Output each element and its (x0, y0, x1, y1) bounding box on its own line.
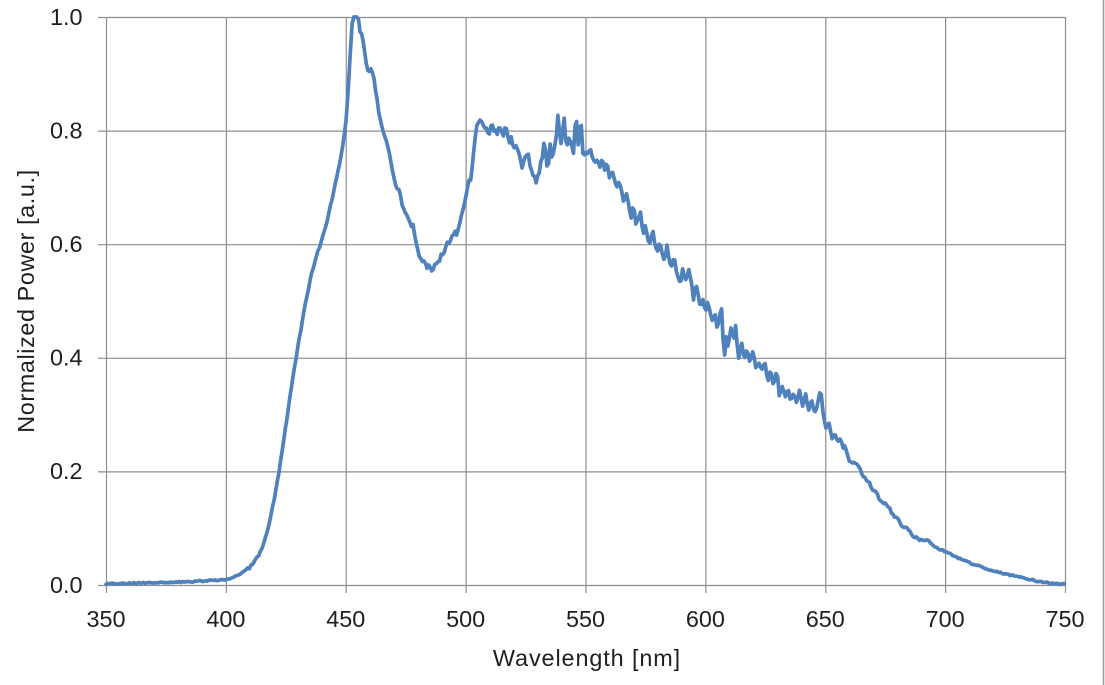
svg-text:450: 450 (326, 606, 365, 632)
svg-text:700: 700 (926, 606, 965, 632)
svg-text:1.0: 1.0 (50, 4, 83, 30)
svg-text:0.8: 0.8 (50, 117, 83, 143)
svg-text:Normalized Power [a.u.]: Normalized Power [a.u.] (13, 169, 39, 432)
svg-text:0.4: 0.4 (50, 345, 83, 371)
svg-text:550: 550 (566, 606, 605, 632)
svg-text:350: 350 (86, 606, 125, 632)
svg-text:500: 500 (446, 606, 485, 632)
svg-text:400: 400 (206, 606, 245, 632)
svg-text:0.2: 0.2 (50, 458, 83, 484)
svg-text:650: 650 (806, 606, 845, 632)
svg-text:Wavelength [nm]: Wavelength [nm] (493, 645, 681, 671)
svg-text:600: 600 (686, 606, 725, 632)
svg-text:0.6: 0.6 (50, 231, 83, 257)
svg-text:750: 750 (1045, 606, 1084, 632)
svg-text:0.0: 0.0 (50, 572, 83, 598)
